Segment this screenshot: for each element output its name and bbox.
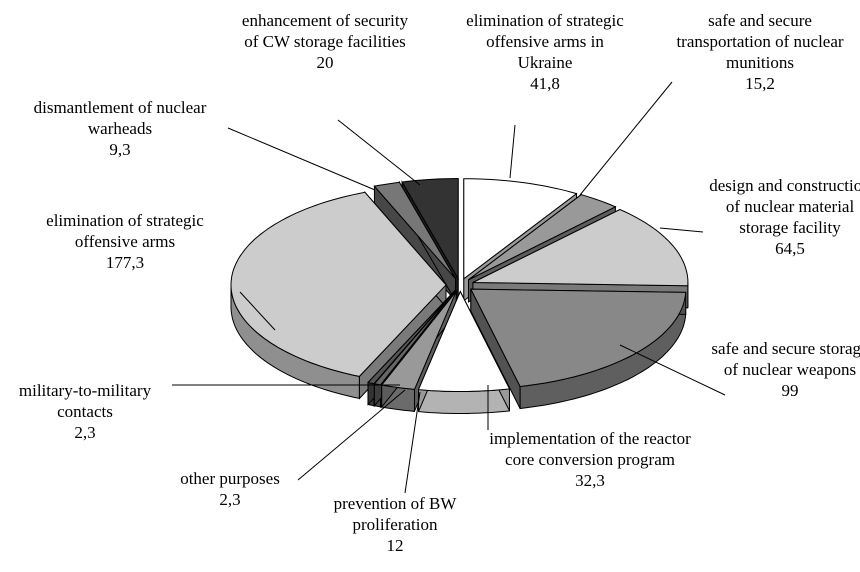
slice-label: elimination of strategic offensive arms 1… bbox=[45, 210, 205, 273]
value-label: 2,3 bbox=[74, 423, 96, 442]
leader-line bbox=[239, 291, 276, 331]
slice-label: other purposes 2,3 bbox=[150, 468, 310, 510]
value-label: 177,3 bbox=[105, 253, 145, 272]
leader-line bbox=[404, 391, 421, 494]
slice bbox=[463, 178, 578, 280]
leader-line bbox=[579, 81, 673, 196]
value-label: 32,3 bbox=[575, 471, 605, 490]
slice-label: safe and secure storage of nuclear weapo… bbox=[710, 338, 860, 401]
leader-line bbox=[337, 119, 421, 186]
leader-line bbox=[297, 389, 406, 481]
category-label: prevention of BW proliferation bbox=[333, 494, 457, 534]
slice-label: elimination of strategic offensive arms … bbox=[460, 10, 630, 94]
leader-line bbox=[509, 124, 516, 179]
slice-label: military-to-military contacts 2,3 bbox=[0, 380, 170, 443]
slice-label: enhancement of security of CW storage fa… bbox=[240, 10, 410, 73]
slice bbox=[401, 177, 459, 281]
category-label: implementation of the reactor core conve… bbox=[489, 429, 691, 469]
slice bbox=[373, 290, 456, 386]
category-label: dismantlement of nuclear warheads bbox=[33, 98, 207, 138]
category-label: other purposes bbox=[180, 469, 280, 488]
category-label: design and construction of nuclear mater… bbox=[709, 176, 860, 237]
slice bbox=[230, 191, 447, 377]
leader-line bbox=[227, 127, 376, 191]
category-label: military-to-military contacts bbox=[18, 381, 152, 421]
category-label: elimination of strategic offensive arms bbox=[46, 211, 204, 251]
slice-label: implementation of the reactor core conve… bbox=[485, 428, 695, 491]
slice-label: dismantlement of nuclear warheads 9,3 bbox=[20, 97, 220, 160]
value-label: 15,2 bbox=[745, 74, 775, 93]
slice bbox=[417, 290, 511, 392]
slice bbox=[470, 288, 687, 388]
slice-label: safe and secure transportation of nuclea… bbox=[660, 10, 860, 94]
slice-label: design and construction of nuclear mater… bbox=[705, 175, 860, 259]
category-label: elimination of strategic offensive arms … bbox=[466, 11, 624, 72]
leader-line bbox=[659, 227, 704, 233]
leader-line bbox=[619, 344, 726, 396]
slice-label: prevention of BW proliferation 12 bbox=[320, 493, 470, 556]
category-label: safe and secure storage of nuclear weapo… bbox=[711, 339, 860, 379]
category-label: safe and secure transportation of nuclea… bbox=[676, 11, 844, 72]
value-label: 9,3 bbox=[109, 140, 131, 159]
slice-side bbox=[418, 388, 510, 414]
slice bbox=[468, 194, 617, 281]
value-label: 41,8 bbox=[530, 74, 560, 93]
value-label: 20 bbox=[316, 53, 334, 72]
slice bbox=[373, 181, 456, 280]
slice bbox=[472, 208, 689, 287]
category-label: enhancement of security of CW storage fa… bbox=[241, 11, 409, 51]
value-label: 2,3 bbox=[219, 490, 241, 509]
value-label: 12 bbox=[386, 536, 404, 555]
value-label: 99 bbox=[781, 381, 799, 400]
value-label: 64,5 bbox=[775, 239, 805, 258]
